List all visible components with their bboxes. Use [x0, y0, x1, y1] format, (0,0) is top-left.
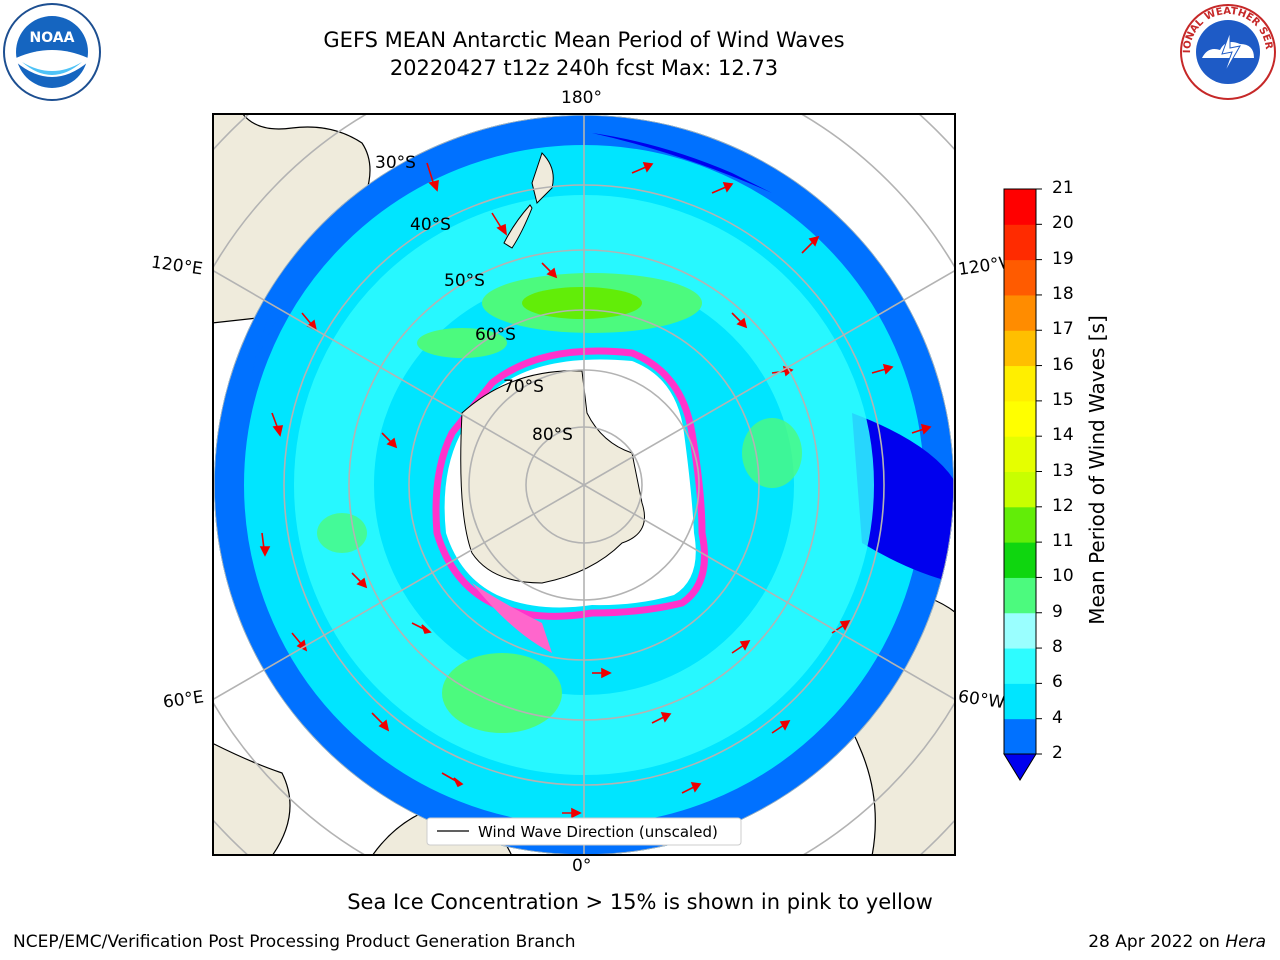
- colorbar-segment: [1004, 365, 1036, 402]
- lat-label-70s: 70°S: [503, 377, 544, 397]
- lon-label-60e: 60°E: [161, 687, 206, 713]
- lon-label-180: 180°: [561, 88, 602, 108]
- lon-label-120e: 120°E: [149, 252, 204, 280]
- lat-label-80s: 80°S: [532, 425, 573, 445]
- map-legend: Wind Wave Direction (unscaled): [426, 817, 742, 846]
- colorbar-segment: [1004, 577, 1036, 614]
- colorbar-segment: [1004, 294, 1036, 331]
- colorbar-segment: [1004, 330, 1036, 367]
- colorbar-tick-label: 8: [1052, 637, 1063, 658]
- colorbar-tick-label: 17: [1052, 319, 1074, 340]
- map-title: GEFS MEAN Antarctic Mean Period of Wind …: [323, 28, 845, 52]
- colorbar-segment: [1004, 436, 1036, 472]
- colorbar-tick-label: 21: [1052, 178, 1074, 198]
- colorbar-segment: [1004, 542, 1036, 578]
- colorbar-tick-label: 11: [1052, 531, 1074, 552]
- footer-date: 28 Apr 2022 on Hera: [1088, 932, 1266, 952]
- map-subtitle: 20220427 t12z 240h fcst Max: 12.73: [389, 56, 779, 80]
- lat-label-30s: 30°S: [375, 153, 416, 173]
- meridian-lines: [213, 114, 955, 855]
- lon-label-60w: 60°W: [956, 686, 1007, 714]
- colorbar-segment: [1004, 612, 1036, 649]
- colorbar-tick-labels: 2 4 6 8 9 10 11 12 13 14 15 16 17 18 19 20 21: [1052, 178, 1112, 786]
- polar-map: 30°S 40°S 50°S 60°S 70°S 80°S Wind Wave …: [212, 113, 956, 856]
- colorbar-tick-label: 16: [1052, 354, 1074, 375]
- colorbar-segment: [1004, 259, 1036, 296]
- lat-label-40s: 40°S: [410, 215, 451, 235]
- colorbar-tick-label: 18: [1052, 283, 1074, 304]
- lon-label-0: 0°: [572, 856, 592, 876]
- colorbar-tick-label: 12: [1052, 495, 1074, 516]
- colorbar-segment: [1004, 683, 1036, 720]
- colorbar-segment: [1004, 471, 1036, 508]
- colorbar: [1003, 188, 1042, 781]
- noaa-logo-text: NOAA: [30, 30, 75, 46]
- colorbar-segment: [1004, 189, 1036, 225]
- colorbar-under-arrow: [1003, 753, 1037, 781]
- colorbar-tick-label: 15: [1052, 389, 1074, 410]
- colorbar-label: Mean Period of Wind Waves [s]: [1085, 315, 1109, 625]
- colorbar-segment: [1004, 506, 1036, 543]
- colorbar-segment: [1004, 224, 1036, 261]
- colorbar-tick-label: 6: [1052, 672, 1063, 693]
- sea-ice-note: Sea Ice Concentration > 15% is shown in …: [347, 890, 933, 914]
- colorbar-tick-label: 2: [1052, 743, 1063, 763]
- colorbar-segment: [1004, 648, 1036, 684]
- colorbar-tick-label: 14: [1052, 425, 1074, 446]
- noaa-logo: NOAA: [3, 3, 101, 101]
- colorbar-tick-label: 13: [1052, 460, 1074, 481]
- legend-label: Wind Wave Direction (unscaled): [478, 823, 718, 841]
- lat-label-50s: 50°S: [444, 271, 485, 291]
- colorbar-tick-label: 9: [1052, 601, 1063, 622]
- lat-label-60s: 60°S: [475, 325, 516, 345]
- footer-host: Hera: [1225, 932, 1266, 952]
- colorbar-tick-label: 4: [1052, 707, 1063, 728]
- nws-logo: NATIONAL WEATHER SERVICE: [1178, 2, 1276, 100]
- wind-wave-arrows: [259, 162, 932, 819]
- footer-date-text: 28 Apr 2022 on: [1088, 932, 1226, 952]
- colorbar-segment: [1004, 718, 1036, 755]
- colorbar-tick-label: 19: [1052, 248, 1074, 269]
- colorbar-tick-label: 20: [1052, 213, 1074, 234]
- footer-credit: NCEP/EMC/Verification Post Processing Pr…: [13, 932, 576, 952]
- colorbar-segment: [1004, 400, 1036, 437]
- colorbar-tick-label: 10: [1052, 566, 1074, 587]
